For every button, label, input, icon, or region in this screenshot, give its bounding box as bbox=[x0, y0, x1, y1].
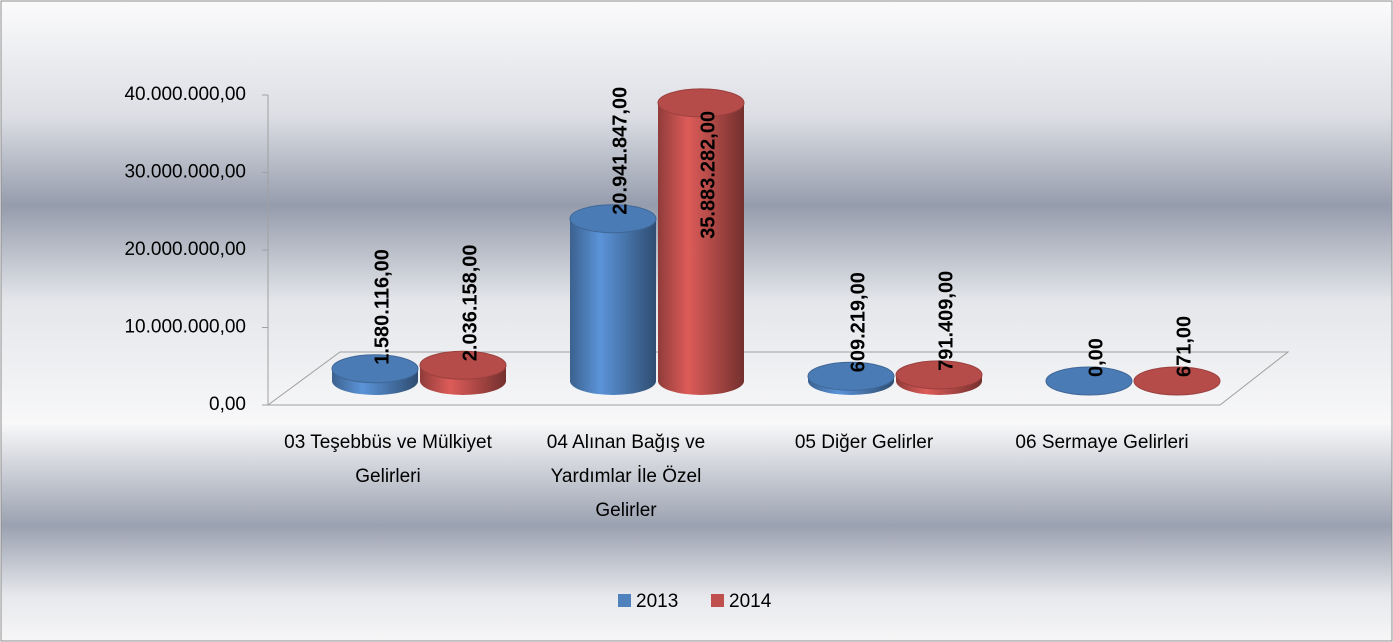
data-label: 1.580.116,00 bbox=[371, 249, 393, 365]
data-label: 2.036.158,00 bbox=[459, 244, 481, 361]
cylinder bbox=[1045, 366, 1133, 396]
cat: 05 Diğer Gelirler bbox=[794, 432, 934, 453]
y-tick-label: 30.000.000,00 bbox=[124, 162, 246, 183]
cylinder-body bbox=[570, 218, 656, 395]
y-tick-label: 10.000.000,00 bbox=[124, 317, 246, 338]
cylinder-top bbox=[807, 361, 895, 391]
floor bbox=[266, 351, 1290, 406]
cylinder bbox=[419, 350, 507, 395]
cylinder bbox=[895, 360, 983, 395]
legend-label: 2014 bbox=[729, 591, 772, 612]
data-label: 609.219,00 bbox=[847, 272, 869, 372]
cat: 06 Sermaye Gelirleri bbox=[1015, 432, 1189, 453]
data-label: 671,00 bbox=[1173, 316, 1195, 377]
cylinder-body bbox=[658, 102, 744, 395]
data-label: 35.883.282,00 bbox=[697, 111, 719, 239]
cylinder bbox=[569, 204, 657, 395]
legend-swatch bbox=[618, 594, 631, 607]
y-tick-label: 40.000.000,00 bbox=[124, 84, 246, 105]
cylinder-top bbox=[657, 88, 745, 118]
cylinder bbox=[1133, 366, 1221, 396]
data-label: 20.941.847,00 bbox=[609, 87, 631, 215]
cylinder-top bbox=[569, 204, 657, 234]
cylinder-top bbox=[419, 350, 507, 380]
cylinder-top bbox=[1133, 366, 1221, 396]
y-tick-label: 0,00 bbox=[209, 394, 246, 415]
legend-label: 2013 bbox=[636, 591, 678, 612]
cylinder-top bbox=[331, 354, 419, 384]
cylinder bbox=[807, 361, 895, 395]
cylinder bbox=[331, 354, 419, 395]
legend-swatch bbox=[711, 594, 724, 607]
data-label: 791.409,00 bbox=[935, 271, 957, 371]
cylinder-top bbox=[1045, 366, 1133, 396]
cat: 04 Alınan Bağış ve Yardımlar İle Özel Ge… bbox=[546, 432, 706, 521]
cylinder-top bbox=[895, 360, 983, 390]
data-label: 0,00 bbox=[1085, 338, 1107, 377]
y-tick-label: 20.000.000,00 bbox=[124, 239, 246, 260]
cylinder bbox=[657, 88, 745, 395]
cat: 03 Teşebbüs ve Mülkiyet Gelirleri bbox=[284, 432, 492, 487]
